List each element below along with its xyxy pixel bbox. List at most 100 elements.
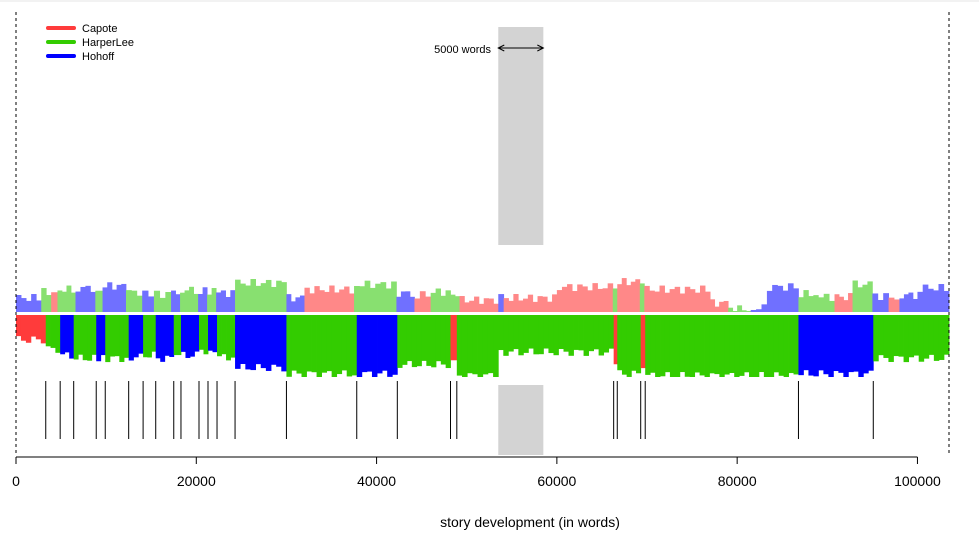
bottom-bar-harperlee xyxy=(568,315,574,356)
top-bar-hohoff xyxy=(396,296,402,312)
bottom-bar-harperlee xyxy=(744,315,750,373)
top-bar-hohoff xyxy=(202,287,208,312)
bottom-bar-harperlee xyxy=(694,315,700,373)
top-bar-harperlee xyxy=(450,294,456,312)
bottom-bar-harperlee xyxy=(151,315,157,352)
bottom-bar-harperlee xyxy=(321,315,328,373)
bottom-bar-harperlee xyxy=(503,315,509,356)
top-bar-hohoff xyxy=(927,288,934,312)
top-bar-hohoff xyxy=(36,300,42,312)
bottom-bar-hohoff xyxy=(260,315,267,369)
bottom-bar-harperlee xyxy=(893,315,899,357)
top-bar-capote xyxy=(556,290,563,312)
bottom-bar-harperlee xyxy=(669,315,676,377)
bottom-bar-harperlee xyxy=(45,315,51,347)
bottom-bar-harperlee xyxy=(493,315,499,377)
top-bar-hohoff xyxy=(26,300,32,312)
bottom-bar-harperlee xyxy=(91,315,97,355)
top-bar-hohoff xyxy=(899,298,905,312)
top-bar-harperlee xyxy=(136,295,143,312)
bottom-bar-hohoff xyxy=(843,315,849,377)
bottom-bar-harperlee xyxy=(50,315,56,348)
top-bar-harperlee xyxy=(798,297,804,312)
top-bar-capote xyxy=(843,300,849,312)
bottom-bar-hohoff xyxy=(808,315,814,376)
top-bar-harperlee xyxy=(211,288,217,312)
legend-label-capote: Capote xyxy=(82,23,117,35)
top-bar-harperlee xyxy=(260,283,267,312)
top-bar-harperlee xyxy=(369,287,376,312)
top-bar-capote xyxy=(577,284,583,312)
top-bar-capote xyxy=(587,290,593,312)
top-bar-hohoff xyxy=(111,289,118,312)
bottom-bar-hohoff xyxy=(180,315,186,352)
top-bar-capote xyxy=(334,292,340,312)
x-tick-label: 100000 xyxy=(894,473,941,489)
top-bar-hohoff xyxy=(295,297,301,312)
bottom-bar-hohoff xyxy=(189,315,195,357)
top-bar-capote xyxy=(888,297,895,312)
top-bar-harperlee xyxy=(430,292,437,312)
bottom-bar-hohoff xyxy=(356,315,363,377)
top-confidence-layer xyxy=(16,278,950,312)
bottom-bar-harperlee xyxy=(873,315,879,362)
top-bar-hohoff xyxy=(761,304,768,312)
window-layer xyxy=(498,27,544,455)
bottom-bar-harperlee xyxy=(617,315,623,371)
bottom-bar-hohoff xyxy=(833,315,839,372)
top-bar-hohoff xyxy=(903,294,909,312)
top-bar-capote xyxy=(483,298,489,312)
bottom-bar-harperlee xyxy=(933,315,940,361)
bottom-bar-harperlee xyxy=(645,315,651,375)
top-bar-capote xyxy=(459,296,465,312)
legend-label-harperlee: HarperLee xyxy=(82,37,134,49)
top-bar-hohoff xyxy=(80,286,86,312)
top-bar-hohoff xyxy=(286,294,292,312)
bottom-bar-harperlee xyxy=(291,315,297,371)
top-bar-hohoff xyxy=(782,290,789,312)
bottom-bar-hohoff xyxy=(245,315,251,370)
top-bar-harperlee xyxy=(829,300,835,312)
bottom-bar-harperlee xyxy=(788,315,794,374)
legend-label-hohoff: Hohoff xyxy=(82,51,115,63)
bottom-bar-harperlee xyxy=(636,315,642,374)
top-bar-harperlee xyxy=(95,290,103,312)
bottom-bar-harperlee xyxy=(426,315,432,366)
top-bar-hohoff xyxy=(175,294,181,312)
top-bar-capote xyxy=(705,291,711,312)
bottom-bar-harperlee xyxy=(221,315,227,355)
bottom-bar-hohoff xyxy=(382,315,388,371)
bottom-bar-harperlee xyxy=(679,315,686,373)
bottom-bar-hohoff xyxy=(803,315,809,371)
top-bar-harperlee xyxy=(380,282,387,312)
top-bar-capote xyxy=(344,286,350,312)
bottom-bar-hohoff xyxy=(823,315,829,375)
bottom-bar-harperlee xyxy=(217,315,222,357)
sample-window-bottom xyxy=(498,385,544,455)
bottom-bar-harperlee xyxy=(938,315,945,360)
top-bar-capote xyxy=(679,293,686,312)
bottom-bar-harperlee xyxy=(508,315,514,352)
top-bar-hohoff xyxy=(121,283,127,312)
bottom-bar-harperlee xyxy=(173,315,182,356)
bottom-bar-harperlee xyxy=(626,315,632,377)
top-bar-hohoff xyxy=(877,299,884,312)
top-bar-hohoff xyxy=(766,290,773,312)
top-bar-capote xyxy=(478,303,485,312)
top-bar-hohoff xyxy=(148,296,155,312)
top-bar-capote xyxy=(699,285,706,312)
bottom-bar-harperlee xyxy=(898,315,904,357)
top-bar-capote xyxy=(561,286,568,312)
top-bar-harperlee xyxy=(281,282,287,312)
top-bar-hohoff xyxy=(933,290,939,312)
bottom-bar-harperlee xyxy=(73,315,79,360)
bottom-bar-harperlee xyxy=(105,315,111,363)
bottom-bar-hohoff xyxy=(255,315,262,365)
bottom-bar-hohoff xyxy=(240,315,246,364)
top-bar-capote xyxy=(617,284,623,312)
bottom-bar-hohoff xyxy=(194,315,200,352)
bottom-bar-harperlee xyxy=(55,315,61,353)
bottom-bar-hohoff xyxy=(265,315,272,371)
top-bar-capote xyxy=(567,284,573,312)
